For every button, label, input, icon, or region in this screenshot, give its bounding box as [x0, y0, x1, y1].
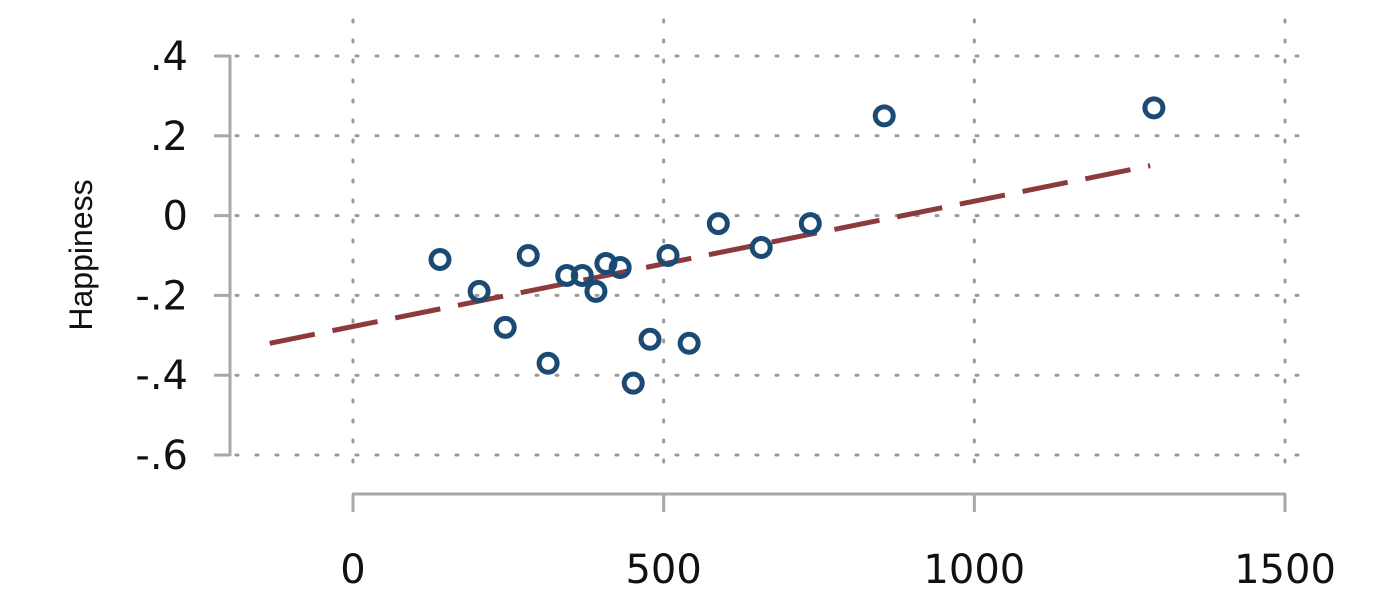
fit-line-group — [269, 163, 1151, 346]
y-tick-label: -.6 — [135, 433, 188, 479]
grid — [234, 18, 1312, 477]
data-point — [570, 263, 594, 287]
fit-line — [269, 163, 1151, 346]
data-point — [493, 315, 517, 339]
data-point — [749, 236, 773, 260]
data-point — [656, 244, 680, 267]
data-point — [798, 212, 822, 236]
data-point — [584, 279, 608, 303]
points — [428, 96, 1166, 395]
y-tick-label: .4 — [150, 34, 188, 80]
data-point — [638, 327, 662, 351]
y-tick-label: .2 — [150, 114, 188, 160]
data-point — [1142, 96, 1166, 120]
y-tick-label: -.4 — [135, 353, 188, 399]
y-tick-label: 0 — [163, 194, 188, 240]
y-axis-label: Happiness — [63, 179, 99, 330]
y-tick-label: -.2 — [135, 273, 188, 319]
data-point — [608, 255, 632, 279]
data-point — [516, 244, 540, 267]
axes: .4 .2 0 -.2 -.4 -.6 0 500 1000 1500 — [135, 34, 1336, 593]
data-point — [536, 351, 560, 375]
data-point — [621, 371, 645, 395]
x-tick-label: 500 — [625, 547, 701, 593]
x-tick-label: 1000 — [923, 547, 1025, 593]
data-point — [872, 104, 896, 128]
data-point — [706, 212, 730, 236]
data-point — [428, 247, 452, 271]
data-point — [677, 331, 701, 355]
x-tick-label: 0 — [340, 547, 365, 593]
data-point — [467, 279, 491, 303]
x-tick-label: 1500 — [1234, 547, 1336, 593]
